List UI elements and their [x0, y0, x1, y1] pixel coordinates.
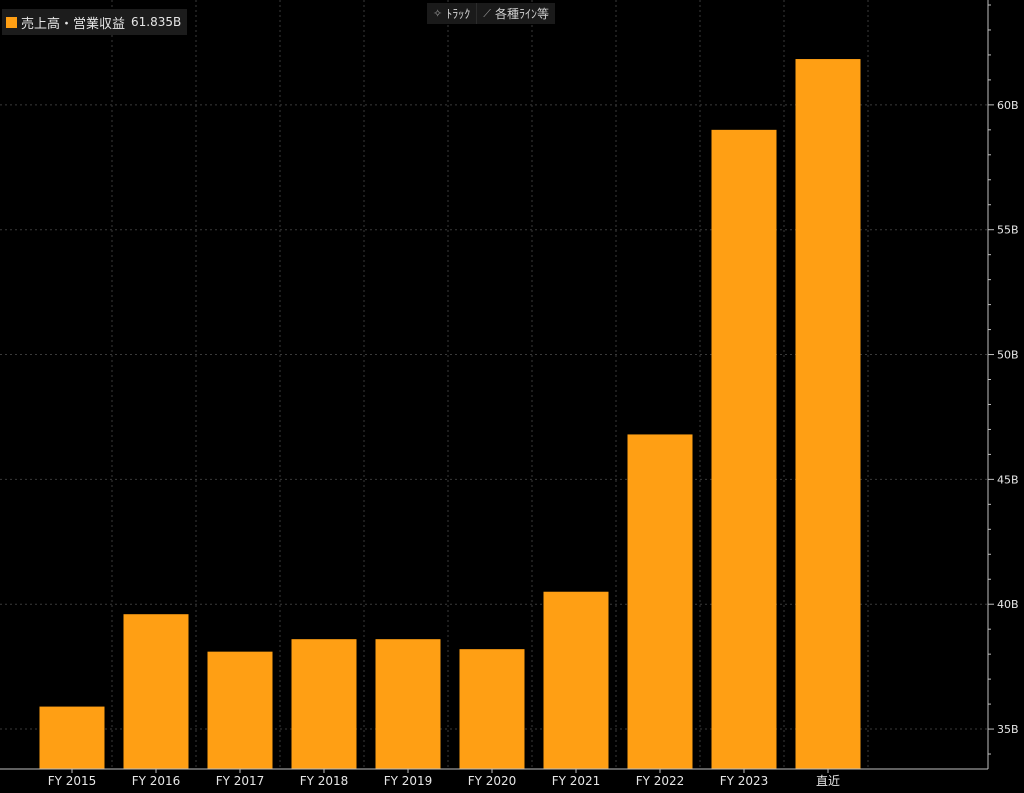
- legend-swatch: [6, 16, 17, 28]
- x-tick-label: FY 2019: [384, 774, 433, 788]
- bar: [123, 614, 189, 769]
- y-tick-label: 60B: [997, 99, 1019, 112]
- draw-lines-button[interactable]: ⟋ 各種ﾗｲﾝ等: [476, 3, 555, 24]
- crosshair-icon: ✧: [433, 7, 443, 20]
- x-tick-label: FY 2021: [552, 774, 601, 788]
- y-tick-label: 55B: [997, 224, 1019, 237]
- bar: [627, 434, 693, 769]
- bar: [711, 129, 777, 769]
- bar: [459, 649, 525, 769]
- legend: 売上高・営業収益 61.835B: [2, 9, 188, 35]
- x-tick-label: FY 2023: [720, 774, 769, 788]
- y-tick-label: 45B: [997, 473, 1019, 486]
- track-button[interactable]: ✧ ﾄﾗｯｸ: [427, 3, 476, 24]
- y-tick-label: 35B: [997, 723, 1019, 736]
- draw-lines-label: 各種ﾗｲﾝ等: [494, 7, 549, 21]
- x-tick-label: FY 2016: [132, 774, 181, 788]
- line-draw-icon: ⟋: [483, 6, 491, 20]
- x-tick-label: FY 2018: [300, 774, 349, 788]
- bar: [543, 591, 609, 769]
- legend-last-value: 61.835B: [131, 15, 182, 29]
- x-tick-label: 直近: [816, 774, 840, 788]
- x-tick-label: FY 2022: [636, 774, 685, 788]
- y-tick-label: 50B: [997, 349, 1019, 362]
- x-tick-label: FY 2020: [468, 774, 517, 788]
- bar: [291, 639, 357, 769]
- chart-toolbar: ✧ ﾄﾗｯｸ ⟋ 各種ﾗｲﾝ等: [427, 3, 555, 24]
- bar: [795, 59, 861, 769]
- track-label: ﾄﾗｯｸ: [446, 7, 471, 21]
- x-tick-label: FY 2015: [48, 774, 97, 788]
- bar: [207, 651, 273, 769]
- bar: [375, 639, 441, 769]
- legend-series-name: 売上高・営業収益: [21, 16, 126, 32]
- x-tick-label: FY 2017: [216, 774, 265, 788]
- bar: [39, 706, 105, 769]
- y-tick-label: 40B: [997, 598, 1019, 611]
